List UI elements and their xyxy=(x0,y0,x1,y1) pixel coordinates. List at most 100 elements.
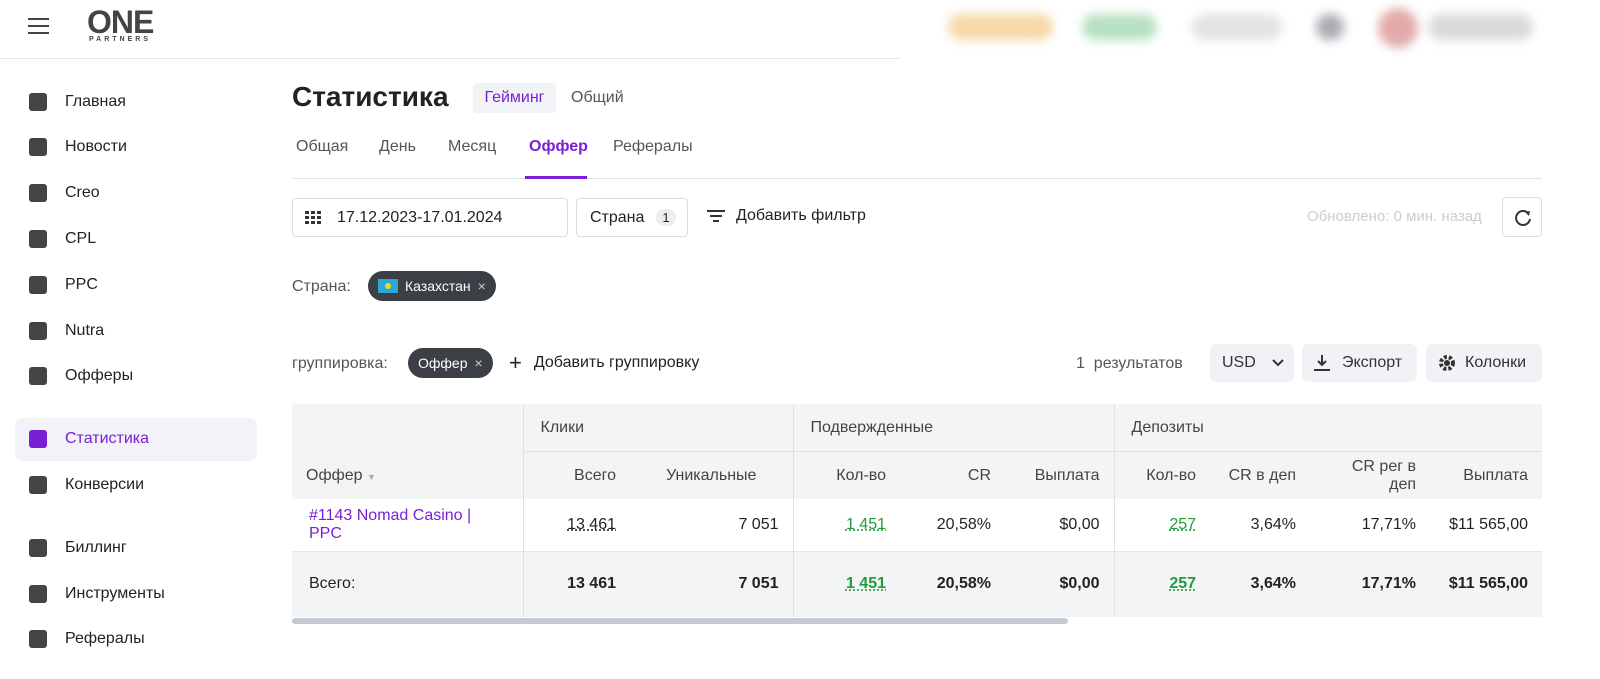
total-cell: 3,64% xyxy=(1250,575,1297,593)
scrollbar[interactable] xyxy=(292,618,1068,624)
nav-label: Рефералы xyxy=(65,630,145,648)
mode-tab[interactable]: Общий xyxy=(571,89,624,106)
nav-label: Офферы xyxy=(65,367,134,385)
menu-icon[interactable] xyxy=(28,17,50,35)
export-icon xyxy=(1314,355,1330,371)
tab-indicator xyxy=(525,176,587,179)
results-count: 1 xyxy=(1076,355,1085,372)
grouping-label: группировка: xyxy=(292,355,388,372)
blurred-avatar xyxy=(1378,8,1418,48)
tab[interactable]: Месяц xyxy=(448,138,497,155)
tab[interactable]: Общая xyxy=(296,138,349,155)
results-label: результатов xyxy=(1093,355,1183,372)
add-grouping[interactable]: + Добавить группировку xyxy=(509,350,699,375)
nav-item[interactable]: Новости xyxy=(15,126,257,169)
logo[interactable]: ONE xyxy=(87,4,154,40)
cell: 1 451 xyxy=(792,499,900,551)
active-filter-label: Страна: xyxy=(292,278,351,295)
data-row: #1143 Nomad Casino | PPC 13 461 7 051 1 451… xyxy=(292,499,1543,551)
blurred-icon xyxy=(1316,14,1344,40)
column-header[interactable]: Всего xyxy=(522,451,630,499)
nav-item[interactable]: Биллинг xyxy=(15,526,257,569)
nav-icon xyxy=(29,184,47,203)
nav-icon xyxy=(29,229,47,248)
group-header: Депозиты xyxy=(1113,404,1543,452)
column-header[interactable]: Выплата xyxy=(1430,451,1543,499)
group-header-row: Оффер ▼ Клики Подвержденные Депозиты xyxy=(292,404,1543,499)
chip-remove[interactable]: × xyxy=(477,278,486,294)
currency-label: USD xyxy=(1222,354,1256,371)
total-cell: 257 xyxy=(1113,551,1211,617)
filter-chip[interactable]: Казахстан × xyxy=(368,271,496,301)
offer-link[interactable]: #1143 Nomad Casino | PPC xyxy=(309,506,472,542)
cell: 20,58% xyxy=(936,515,991,533)
date-range: 17.12.2023-17.01.2024 xyxy=(337,208,503,226)
nav-icon xyxy=(29,367,47,386)
column-header[interactable]: Выплата xyxy=(1005,451,1115,499)
nav-item[interactable]: Офферы xyxy=(15,355,257,398)
group-header: Клики xyxy=(522,404,793,452)
nav-icon xyxy=(29,92,47,111)
cell: 17,71% xyxy=(1361,515,1417,533)
sort-icon[interactable]: ▼ xyxy=(367,472,376,482)
column-header[interactable]: CR xyxy=(900,451,1005,499)
nav-item[interactable]: CPL xyxy=(15,217,257,260)
offer-header[interactable]: Оффер ▼ xyxy=(292,404,523,499)
blurred-balance xyxy=(1082,14,1157,40)
nav-item[interactable]: Рефералы xyxy=(15,618,257,661)
grouping-chip-label: Оффер xyxy=(418,355,468,371)
column-header[interactable]: Кол-во xyxy=(1113,451,1211,499)
chip-remove[interactable]: × xyxy=(474,355,483,371)
total-cell: 7 051 xyxy=(738,575,779,593)
nav-item[interactable]: Конверсии xyxy=(15,463,257,506)
nav-item[interactable]: Creo xyxy=(15,172,257,215)
nav-label: Главная xyxy=(65,92,126,110)
nav-label: PPC xyxy=(65,275,98,293)
columns-label: Колонки xyxy=(1465,354,1527,371)
add-filter-label: Добавить фильтр xyxy=(736,207,866,224)
cell: 257 xyxy=(1113,499,1211,551)
page-title: Статистика xyxy=(292,81,449,112)
currency-select[interactable]: USD xyxy=(1210,344,1294,382)
nav-item[interactable]: PPC xyxy=(15,263,257,306)
country-button[interactable]: Страна 1 xyxy=(576,198,688,237)
columns-button[interactable]: Колонки xyxy=(1426,344,1542,382)
nav-item[interactable]: Главная xyxy=(15,80,257,123)
cell: $11 565,00 xyxy=(1449,515,1529,533)
nav-label: CPL xyxy=(65,229,97,247)
cell: 7 051 xyxy=(738,515,779,533)
filter-icon xyxy=(707,210,725,222)
nav-icon xyxy=(29,584,47,603)
refresh-icon xyxy=(1515,210,1531,226)
tab[interactable]: Оффер xyxy=(529,138,588,155)
plus-icon: + xyxy=(509,350,522,375)
mode-tab[interactable]: Гейминг xyxy=(473,83,556,113)
nav-item[interactable]: Статистика xyxy=(15,417,257,461)
nav-item[interactable]: Nutra xyxy=(15,309,257,352)
column-header[interactable]: Уникальные xyxy=(630,451,793,499)
column-header[interactable]: CR в деп xyxy=(1210,451,1311,499)
column-header[interactable]: Кол-во xyxy=(792,451,900,499)
blurred-balance xyxy=(1192,14,1282,40)
tabs-divider xyxy=(292,178,1542,179)
tab[interactable]: Рефералы xyxy=(613,138,693,155)
total-cell: $11 565,00 xyxy=(1448,575,1529,593)
nav-label: Инструменты xyxy=(65,584,165,602)
export-label: Экспорт xyxy=(1342,354,1403,371)
date-picker[interactable]: 17.12.2023-17.01.2024 xyxy=(292,198,568,237)
refresh-button[interactable] xyxy=(1502,197,1542,237)
export-button[interactable]: Экспорт xyxy=(1302,344,1417,382)
tab[interactable]: День xyxy=(379,138,416,155)
total-cell: 1 451 xyxy=(792,551,900,617)
column-header-row: Всего Уникальные Кол-во CR Выплата Кол-во CR в… xyxy=(292,451,1543,499)
nav-label: Creo xyxy=(65,184,100,202)
group-header: Подвержденные xyxy=(792,404,1115,452)
nav-label: Конверсии xyxy=(65,475,145,493)
nav-label: Биллинг xyxy=(65,538,127,556)
grouping-chip[interactable]: Оффер × xyxy=(408,348,493,378)
nav-label: Nutra xyxy=(65,321,105,339)
add-filter[interactable]: Добавить фильтр xyxy=(707,207,866,225)
column-header[interactable]: CR рег в деп xyxy=(1310,451,1431,499)
total-row: Всего: 13 461 7 051 1 451 20,58% $0,00 257 3,64… xyxy=(292,551,1543,617)
nav-item[interactable]: Инструменты xyxy=(15,572,257,615)
